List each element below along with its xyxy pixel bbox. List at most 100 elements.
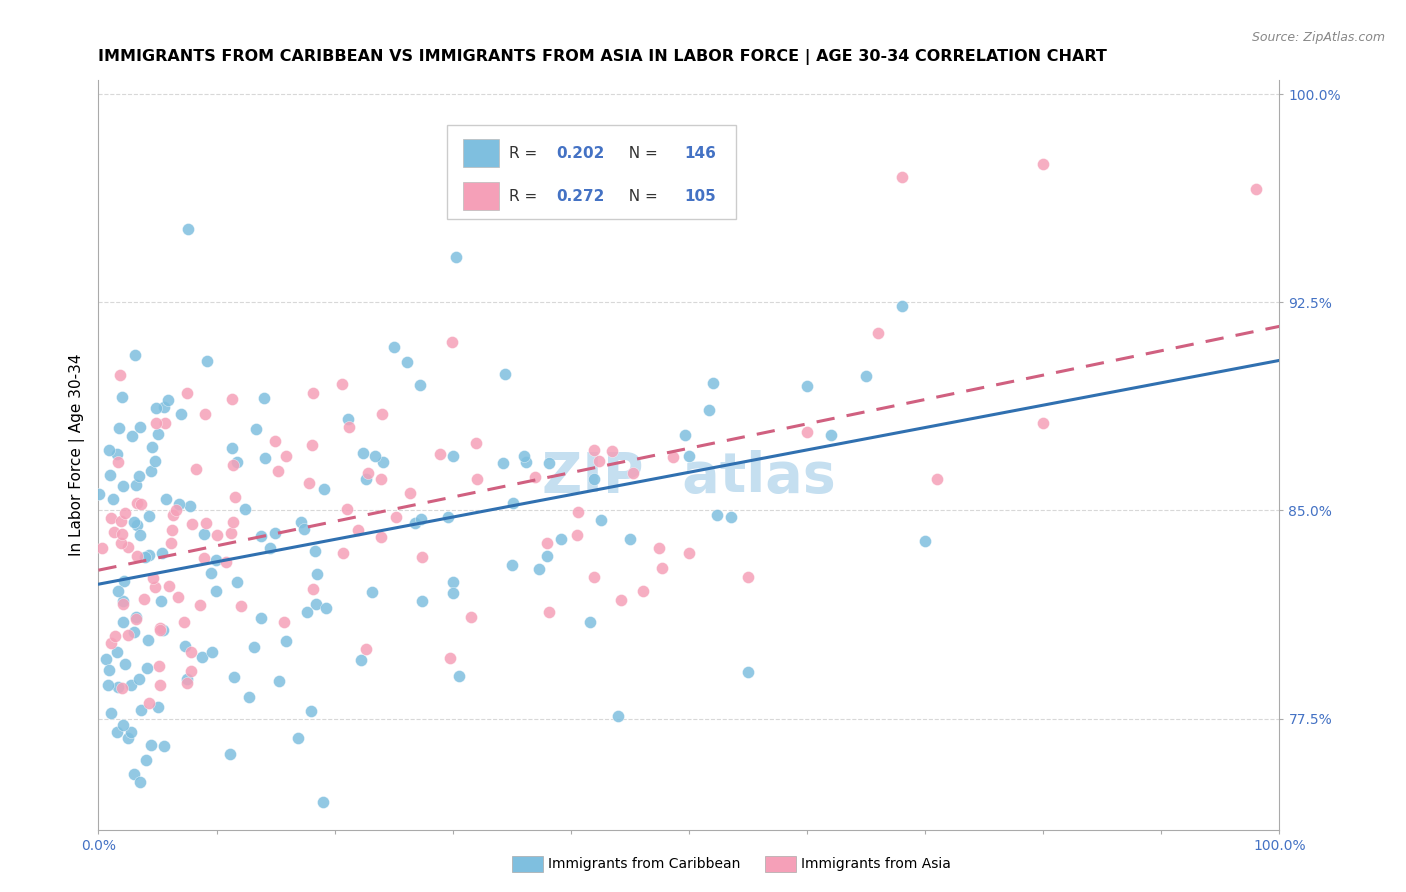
Point (702, 376, 724, 390)
Point (193, 407, 215, 421)
Point (607, 708, 630, 723)
Point (796, 379, 818, 393)
Point (356, 472, 378, 486)
Point (205, 553, 228, 567)
Point (502, 495, 524, 509)
Text: 146: 146 (685, 145, 716, 161)
Point (409, 512, 432, 526)
Point (440, 334, 463, 349)
Point (205, 528, 228, 542)
Point (537, 456, 560, 470)
Point (125, 609, 148, 624)
Text: Immigrants from Asia: Immigrants from Asia (801, 857, 952, 871)
Point (1032, 417, 1054, 431)
Text: IMMIGRANTS FROM CARIBBEAN VS IMMIGRANTS FROM ASIA IN LABOR FORCE | AGE 30-34 COR: IMMIGRANTS FROM CARIBBEAN VS IMMIGRANTS … (98, 49, 1108, 65)
Point (149, 678, 172, 692)
Point (195, 516, 218, 530)
Point (250, 529, 273, 543)
Point (222, 515, 245, 529)
Point (591, 512, 613, 526)
Point (111, 597, 134, 611)
Point (200, 566, 222, 580)
Point (180, 644, 202, 658)
Point (583, 472, 606, 486)
Point (304, 544, 326, 558)
Point (165, 502, 187, 516)
Point (110, 514, 132, 528)
Point (226, 575, 249, 590)
Point (460, 610, 482, 624)
Point (287, 731, 309, 746)
Point (249, 611, 271, 625)
Point (332, 377, 354, 392)
Text: Immigrants from Caribbean: Immigrants from Caribbean (548, 857, 741, 871)
Point (409, 377, 432, 392)
Point (145, 416, 167, 430)
Point (537, 605, 560, 619)
Point (173, 615, 195, 629)
Point (465, 436, 488, 450)
Point (678, 449, 700, 463)
Point (108, 368, 131, 382)
Point (91, 541, 114, 555)
Point (267, 673, 290, 688)
Point (180, 665, 202, 679)
Point (820, 428, 842, 442)
Point (651, 561, 673, 575)
Text: R =: R = (509, 145, 543, 161)
Point (578, 615, 600, 629)
Text: N =: N = (619, 189, 662, 203)
Point (152, 623, 174, 637)
Point (332, 546, 354, 560)
Point (1244, 181, 1267, 195)
Point (290, 515, 312, 529)
Text: N =: N = (619, 145, 662, 161)
Point (441, 574, 464, 589)
Point (128, 528, 150, 542)
Point (245, 422, 267, 436)
Point (180, 516, 202, 531)
Point (135, 661, 157, 675)
Point (610, 592, 633, 607)
Point (103, 524, 125, 539)
Point (146, 426, 169, 441)
Point (122, 515, 145, 529)
Point (292, 523, 315, 537)
Point (350, 653, 373, 667)
Point (274, 634, 297, 648)
Point (529, 562, 551, 576)
Point (301, 438, 323, 452)
Point (108, 421, 131, 435)
Point (267, 464, 290, 478)
Point (513, 449, 536, 463)
Point (371, 407, 394, 421)
Point (302, 582, 325, 596)
Point (336, 502, 359, 516)
Point (305, 566, 328, 581)
Point (141, 464, 163, 478)
Point (515, 455, 537, 469)
Point (583, 442, 606, 457)
Point (678, 546, 700, 560)
FancyBboxPatch shape (464, 139, 499, 168)
Text: ZIP  atlas: ZIP atlas (543, 450, 835, 504)
Point (298, 476, 321, 491)
Point (866, 326, 889, 341)
Point (138, 696, 160, 710)
Point (441, 586, 464, 600)
Point (100, 511, 122, 525)
Point (399, 486, 422, 500)
Point (662, 450, 685, 465)
Point (737, 570, 759, 584)
Point (673, 427, 696, 442)
Point (134, 550, 156, 565)
Point (274, 450, 297, 464)
Point (337, 411, 360, 425)
Point (129, 703, 152, 717)
Point (264, 526, 287, 541)
Point (512, 203, 534, 218)
Point (259, 541, 281, 555)
Point (565, 527, 588, 541)
Point (354, 641, 377, 656)
Point (588, 453, 610, 467)
